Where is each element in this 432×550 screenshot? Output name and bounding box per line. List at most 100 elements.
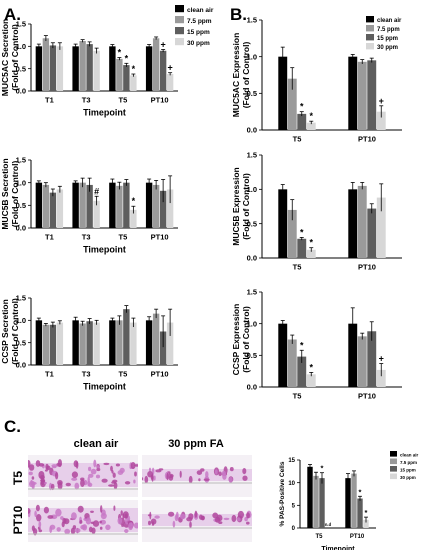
y-axis-label: MUC5B Expression xyxy=(231,167,241,245)
y-axis-label: MUC5B Secretion xyxy=(0,158,10,229)
histology-stain-pt10-clean-air xyxy=(28,500,138,542)
histology-cell xyxy=(142,477,144,481)
histology-row1-label: T5 xyxy=(11,471,25,485)
histology-cell xyxy=(74,482,80,490)
bar xyxy=(35,182,43,228)
chart-a3: 0.0 0.5 1.0 1.5 CCSP Secretion (Fold of Contr… xyxy=(0,294,178,392)
y-tick-label: 0.0 xyxy=(247,126,257,135)
significance-marker: * xyxy=(125,53,129,63)
legend-swatch xyxy=(175,16,184,24)
bar xyxy=(152,38,160,91)
y-tick-label: 1.0 xyxy=(16,42,26,51)
histology-cell xyxy=(105,524,111,531)
y-tick-label: 0.0 xyxy=(247,383,257,392)
histology-cell xyxy=(80,479,85,487)
bar xyxy=(116,58,123,91)
histology-cell xyxy=(95,474,101,479)
histology-cell xyxy=(117,470,124,475)
histology-cell xyxy=(99,519,107,525)
significance-marker: * xyxy=(321,464,324,473)
bar xyxy=(319,478,325,528)
bar xyxy=(367,331,377,387)
histology-cell xyxy=(52,466,57,469)
bar xyxy=(56,46,64,91)
histology-cell xyxy=(38,521,42,528)
bar xyxy=(123,65,130,91)
histology-cell xyxy=(96,467,101,472)
bar xyxy=(278,323,288,387)
histology-cell xyxy=(77,505,84,513)
histology-cell xyxy=(90,510,94,513)
significance-marker: * xyxy=(300,102,304,112)
histology-stain-t5-clean-air xyxy=(28,455,138,497)
y-tick-label: 5 xyxy=(292,503,296,509)
y-tick-label: 1.5 xyxy=(247,151,257,160)
histology-cell xyxy=(28,464,35,471)
bar xyxy=(297,113,307,130)
bar xyxy=(357,336,367,387)
bar xyxy=(72,320,79,365)
legend-label: 30 ppm xyxy=(187,40,210,47)
bar xyxy=(42,38,50,91)
y-tick-label: 0.5 xyxy=(247,219,257,228)
histology-cell xyxy=(108,484,115,487)
histology-cell xyxy=(228,476,233,483)
histology-cell xyxy=(38,471,45,479)
y-tick-label: 1.5 xyxy=(16,156,26,165)
bar xyxy=(351,473,357,528)
bar xyxy=(130,75,137,91)
y-tick-label: 0 xyxy=(292,526,296,532)
histology-cell xyxy=(80,524,86,530)
bar xyxy=(49,324,57,365)
y-tick-label: 0.5 xyxy=(247,89,257,98)
bar xyxy=(42,324,50,365)
y-tick-label: 0.5 xyxy=(16,64,26,73)
bar xyxy=(86,321,93,365)
y-tick-label: 0.0 xyxy=(16,361,26,370)
bar xyxy=(376,197,386,258)
panel-label-a: A. xyxy=(4,5,21,24)
histology-cell xyxy=(101,478,108,483)
histology-cell xyxy=(229,467,234,472)
bar xyxy=(159,331,167,365)
legend-label: clean air xyxy=(377,18,402,24)
bar xyxy=(93,50,100,91)
histology-cell xyxy=(88,482,93,487)
x-tick-label: PT10 xyxy=(358,392,376,401)
histology-cell xyxy=(242,468,247,475)
histology-cell xyxy=(127,515,131,522)
significance-marker: * xyxy=(300,340,304,350)
significance-marker: * xyxy=(132,196,136,206)
histology-cell xyxy=(71,471,78,478)
y-tick-label: 0.5 xyxy=(16,338,26,347)
x-tick-label: T5 xyxy=(118,233,127,242)
histology-cell xyxy=(103,462,110,466)
y-tick-label: 0.0 xyxy=(16,224,26,233)
x-tick-label: T5 xyxy=(315,534,323,540)
histology-cell xyxy=(179,470,182,478)
histology-cell xyxy=(88,473,94,478)
y-tick-label: 1.5 xyxy=(16,20,26,29)
histology-cell xyxy=(91,527,96,534)
legend-swatch xyxy=(175,5,184,13)
y-tick-label: 1.0 xyxy=(247,52,257,61)
histology-cell xyxy=(120,510,123,516)
histology-cell xyxy=(55,472,59,480)
legend-swatch xyxy=(390,458,397,465)
bar xyxy=(152,184,160,228)
histology-cell xyxy=(113,505,116,511)
x-tick-label: PT10 xyxy=(350,534,365,540)
legend-label: 15 ppm xyxy=(377,36,398,42)
legend-label: 30 ppm xyxy=(400,475,416,480)
histology-cell xyxy=(64,528,71,535)
legend-label: clean air xyxy=(400,452,419,457)
histology-cell xyxy=(29,480,35,488)
y-tick-label: 0.0 xyxy=(247,254,257,263)
chart-a1: 0.0 0.5 1.0 1.5 MUC5AC Secretion (Fold of Con… xyxy=(0,5,214,118)
histology-cell xyxy=(188,475,193,484)
bar xyxy=(159,190,167,228)
histology-cell xyxy=(124,529,129,533)
legend-label: 30 ppm xyxy=(377,45,398,51)
bar xyxy=(130,209,137,228)
